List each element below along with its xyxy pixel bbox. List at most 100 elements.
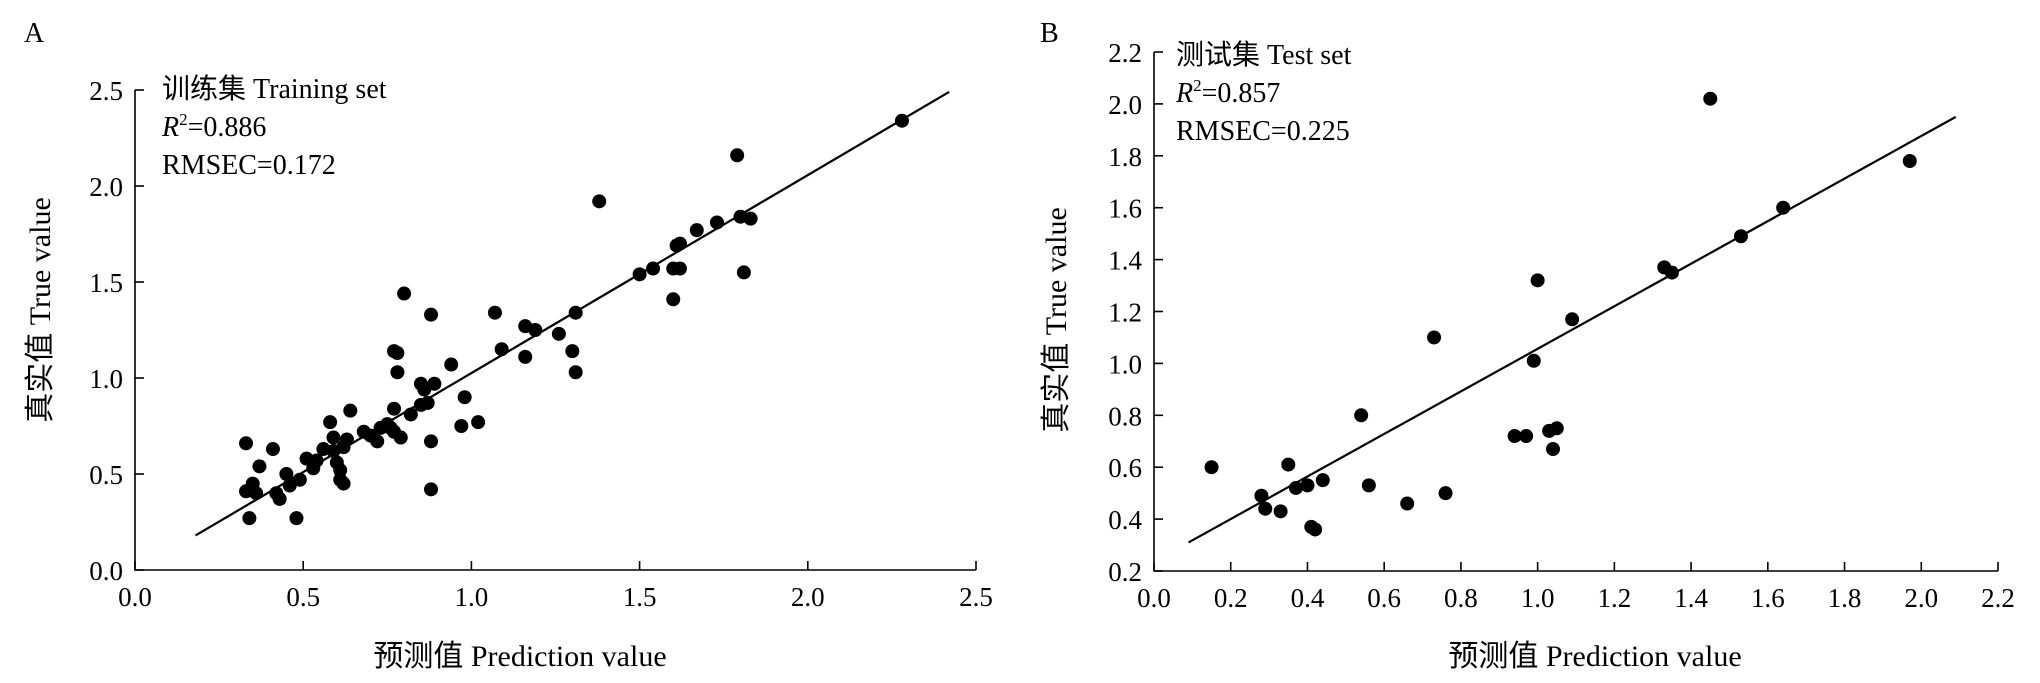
panel-a-xtick-label: 2.0 bbox=[791, 582, 825, 612]
panel-a-data-point bbox=[420, 395, 435, 410]
panel-b-data-point bbox=[1288, 480, 1303, 495]
panel-a-data-point bbox=[427, 376, 442, 391]
panel-a-r2-sup: 2 bbox=[179, 110, 188, 129]
panel-a-data-point bbox=[471, 415, 486, 430]
panel-b-xtick-label: 0.4 bbox=[1291, 583, 1325, 613]
panel-b-xtick-label: 0.2 bbox=[1214, 583, 1248, 613]
panel-b-ytick-label: 0.4 bbox=[1108, 505, 1142, 535]
panel-a-data-point bbox=[403, 407, 418, 422]
panel-a-data-point bbox=[494, 342, 509, 357]
panel-a-data-point bbox=[252, 459, 267, 474]
panel-a-data-point bbox=[370, 434, 385, 449]
panel-a-ytick-label: 1.5 bbox=[89, 268, 123, 298]
panel-a-ylabel: 真实值 True value bbox=[24, 197, 57, 423]
panel-b-data-point bbox=[1565, 312, 1580, 327]
panel-b-ytick-label: 1.6 bbox=[1108, 194, 1142, 224]
panel-a-data-point bbox=[672, 261, 687, 276]
panel-a-data-point bbox=[326, 430, 341, 445]
panel-a-data-point bbox=[457, 390, 472, 405]
panel-b-data-point bbox=[1519, 429, 1534, 444]
panel-a-data-point bbox=[894, 113, 909, 128]
panel-b-ticks: 0.0 0.2 0.4 0.6 0.8 1.0 1.2 1.4 1.6 1.8 2.0 2.20.20… bbox=[1108, 38, 2015, 613]
panel-b-data-point bbox=[1273, 504, 1288, 519]
panel-b-axes bbox=[1153, 52, 1998, 572]
panel-b-r2-symbol: R bbox=[1175, 78, 1193, 109]
panel-b-r2: R2=0.857 bbox=[1175, 76, 1280, 109]
panel-a-marks bbox=[194, 90, 950, 537]
panel-a-ytick-label: 0.5 bbox=[89, 460, 123, 490]
panel-a-data-point bbox=[424, 482, 439, 497]
panel-a-data-point bbox=[292, 472, 307, 487]
panel-a-xtick-label: 0.5 bbox=[286, 582, 320, 612]
panel-b-data-point bbox=[1664, 265, 1679, 280]
panel-a-data-point bbox=[743, 211, 758, 226]
panel-a-xtick-label: 0.0 bbox=[118, 582, 152, 612]
panel-b-xtick-label: 1.8 bbox=[1828, 583, 1862, 613]
panel-a-data-point bbox=[343, 403, 358, 418]
panel-a-data-point bbox=[646, 261, 661, 276]
panel-b-data-point bbox=[1281, 457, 1296, 472]
panel-a-data-point bbox=[339, 432, 354, 447]
panel-a-data-point bbox=[289, 511, 304, 526]
panel-b-data-point bbox=[1361, 478, 1376, 493]
panel-a-data-point bbox=[672, 236, 687, 251]
panel-a-data-point bbox=[487, 305, 502, 320]
panel-letter-a: A bbox=[24, 18, 45, 49]
panel-b-data-point bbox=[1902, 153, 1917, 168]
panel-a-data-point bbox=[323, 415, 338, 430]
panel-b-r2-value: =0.857 bbox=[1202, 78, 1281, 109]
panel-a-data-point bbox=[666, 292, 681, 307]
panel-b-data-point bbox=[1776, 200, 1791, 215]
panel-a-data-point bbox=[333, 463, 348, 478]
panel-b-xtick-label: 2.2 bbox=[1981, 583, 2015, 613]
panel-b-ytick-label: 1.0 bbox=[1108, 349, 1142, 379]
panel-b-data-point bbox=[1427, 330, 1442, 345]
panel-a-data-point bbox=[568, 365, 583, 380]
panel-a-data-point bbox=[387, 401, 402, 416]
panel-a-r2-symbol: R bbox=[161, 112, 179, 143]
panel-b-data-point bbox=[1354, 408, 1369, 423]
panel-a-data-point bbox=[272, 491, 287, 506]
panel-b-data-point bbox=[1258, 501, 1273, 516]
panel-a-data-point bbox=[397, 286, 412, 301]
panel-a-data-point bbox=[242, 511, 257, 526]
panel-b-data-point bbox=[1308, 522, 1323, 537]
panel-b-data-point bbox=[1204, 460, 1219, 475]
panel-a-data-point bbox=[424, 434, 439, 449]
panel-b-xtick-label: 0.8 bbox=[1444, 583, 1478, 613]
panel-b-xtick-label: 1.2 bbox=[1597, 583, 1631, 613]
panel-b-r2-sup: 2 bbox=[1193, 76, 1202, 95]
panel-b-data-point bbox=[1545, 442, 1560, 457]
panel-b-data-point bbox=[1549, 421, 1564, 436]
panel-b-data-point bbox=[1507, 429, 1522, 444]
panel-a-rmse: RMSEC=0.172 bbox=[162, 150, 336, 181]
panel-a-data-point bbox=[336, 476, 351, 491]
panel-b-xtick-label: 2.0 bbox=[1904, 583, 1938, 613]
panel-b-data-point bbox=[1526, 353, 1541, 368]
panel-a-data-point bbox=[390, 346, 405, 361]
panel-a-data-point bbox=[239, 436, 254, 451]
panel-a-data-point bbox=[730, 148, 745, 163]
panel-a-data-point bbox=[393, 430, 408, 445]
panel-b-ytick-label: 0.6 bbox=[1108, 453, 1142, 483]
panel-a-data-point bbox=[390, 365, 405, 380]
panel-a-data-point bbox=[689, 223, 704, 238]
panel-b-ytick-label: 2.0 bbox=[1108, 90, 1142, 120]
panel-b-set-name: 测试集 Test set bbox=[1176, 39, 1352, 71]
panel-b-data-point bbox=[1315, 473, 1330, 488]
panel-a-ytick-label: 0.0 bbox=[89, 556, 123, 586]
panel-a-r2-value: =0.886 bbox=[188, 112, 267, 143]
panel-b-ytick-label: 1.4 bbox=[1108, 246, 1142, 276]
panel-a-xtick-label: 2.5 bbox=[959, 582, 993, 612]
panel-b-data-point bbox=[1438, 486, 1453, 501]
panel-b-ylabel: 真实值 True value bbox=[1040, 207, 1073, 433]
panel-b-data-point bbox=[1254, 488, 1269, 503]
panel-a: A 0.0 0.5 1.0 1.5 2.0 2.5 0.0 0.5 1.0 1.5 2.0 2.5 训… bbox=[24, 18, 993, 673]
panel-letter-b: B bbox=[1040, 18, 1059, 49]
panel-b-xtick-label: 0.0 bbox=[1137, 583, 1171, 613]
panel-a-data-point bbox=[736, 265, 751, 280]
panel-a-ytick-label: 2.0 bbox=[89, 172, 123, 202]
panel-b-ytick-label: 0.2 bbox=[1108, 557, 1142, 587]
panel-a-data-point bbox=[551, 326, 566, 341]
